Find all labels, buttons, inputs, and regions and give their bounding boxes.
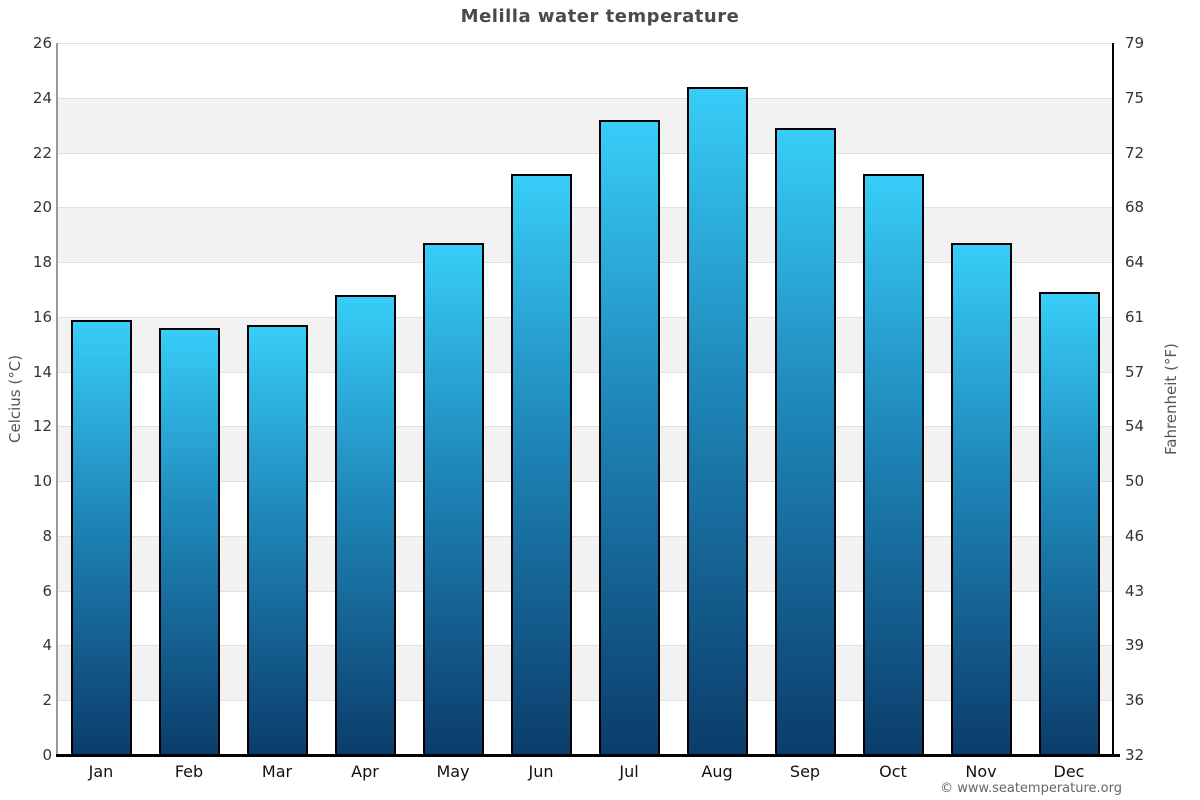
celsius-tick-label: 24 bbox=[32, 88, 52, 107]
bar-oct bbox=[862, 174, 924, 755]
celsius-tick-label: 16 bbox=[32, 307, 52, 326]
grid-band bbox=[57, 426, 1113, 482]
bar-feb bbox=[158, 327, 220, 755]
fahrenheit-tick-label: 75 bbox=[1125, 88, 1145, 107]
fahrenheit-axis-line bbox=[1112, 43, 1114, 755]
bar-dec bbox=[1038, 292, 1100, 755]
grid-band bbox=[57, 97, 1113, 153]
x-tick-label-jul: Jul bbox=[619, 762, 639, 781]
fahrenheit-tick-label: 79 bbox=[1125, 34, 1145, 52]
fahrenheit-tick-label: 68 bbox=[1125, 198, 1145, 217]
fahrenheit-tick-label: 64 bbox=[1125, 253, 1145, 272]
celsius-tick-label: 4 bbox=[42, 636, 52, 655]
fahrenheit-tick-label: 32 bbox=[1125, 746, 1145, 764]
celsius-tick-label: 20 bbox=[32, 198, 52, 217]
fahrenheit-tick-label: 72 bbox=[1125, 143, 1145, 162]
x-tick-label-jan: Jan bbox=[88, 762, 114, 781]
x-tick-label-sep: Sep bbox=[789, 762, 821, 781]
celsius-tick-label: 18 bbox=[32, 253, 52, 272]
bar-may bbox=[422, 242, 484, 755]
bar-apr bbox=[334, 294, 396, 755]
gridline bbox=[57, 207, 1113, 209]
gridline bbox=[57, 371, 1113, 373]
x-tick-label-nov: Nov bbox=[965, 762, 997, 781]
fahrenheit-tick-label: 54 bbox=[1125, 417, 1145, 436]
celsius-tick-label: 22 bbox=[32, 143, 52, 162]
fahrenheit-tick-label: 46 bbox=[1125, 526, 1145, 545]
gridline bbox=[57, 426, 1113, 428]
gridline bbox=[57, 535, 1113, 537]
celsius-axis-line bbox=[56, 43, 58, 755]
bar-jun bbox=[510, 174, 572, 755]
bar-aug bbox=[686, 86, 748, 755]
celsius-tick-label: 6 bbox=[42, 581, 52, 600]
x-tick-label-may: May bbox=[436, 762, 470, 781]
bar-nov bbox=[950, 242, 1012, 755]
gridline bbox=[57, 152, 1113, 154]
gridline bbox=[57, 645, 1113, 647]
x-tick-label-aug: Aug bbox=[701, 762, 733, 781]
gridline bbox=[57, 481, 1113, 483]
grid-band bbox=[57, 535, 1113, 591]
attribution-link[interactable]: © www.seatemperature.org bbox=[940, 781, 1122, 796]
celsius-tick-label: 10 bbox=[32, 472, 52, 491]
gridline bbox=[57, 700, 1113, 702]
fahrenheit-tick-label: 50 bbox=[1125, 472, 1145, 491]
gridline bbox=[57, 43, 1113, 44]
bar-sep bbox=[774, 127, 836, 755]
x-tick-label-oct: Oct bbox=[879, 762, 907, 781]
grid-band bbox=[57, 207, 1113, 263]
bar-mar bbox=[246, 325, 308, 755]
x-tick-label-jun: Jun bbox=[528, 762, 554, 781]
celsius-tick-label: 12 bbox=[32, 417, 52, 436]
grid-band bbox=[57, 645, 1113, 701]
gridline bbox=[57, 262, 1113, 264]
gridline bbox=[57, 590, 1113, 592]
gridline bbox=[57, 316, 1113, 318]
x-tick-label-mar: Mar bbox=[261, 762, 293, 781]
fahrenheit-tick-label: 36 bbox=[1125, 691, 1145, 710]
x-tick-label-dec: Dec bbox=[1053, 762, 1085, 781]
celsius-tick-label: 0 bbox=[42, 746, 52, 764]
celsius-tick-label: 8 bbox=[42, 526, 52, 545]
fahrenheit-tick-label: 57 bbox=[1125, 362, 1145, 381]
fahrenheit-tick-label: 61 bbox=[1125, 307, 1145, 326]
grid-band bbox=[57, 43, 1113, 98]
gridline bbox=[57, 97, 1113, 99]
x-tick-label-apr: Apr bbox=[351, 762, 379, 781]
celsius-tick-label: 14 bbox=[32, 362, 52, 381]
grid-band bbox=[57, 316, 1113, 372]
chart-title: Melilla water temperature bbox=[460, 6, 740, 27]
plot-area bbox=[57, 43, 1113, 755]
celsius-tick-label: 2 bbox=[42, 691, 52, 710]
x-axis-line bbox=[56, 754, 1120, 757]
celsius-tick-label: 26 bbox=[32, 34, 52, 52]
grid-band bbox=[57, 153, 1113, 208]
fahrenheit-tick-label: 39 bbox=[1125, 636, 1145, 655]
bar-jul bbox=[598, 119, 660, 755]
bar-jan bbox=[70, 319, 132, 755]
x-tick-label-feb: Feb bbox=[174, 762, 204, 781]
fahrenheit-tick-label: 43 bbox=[1125, 581, 1145, 600]
